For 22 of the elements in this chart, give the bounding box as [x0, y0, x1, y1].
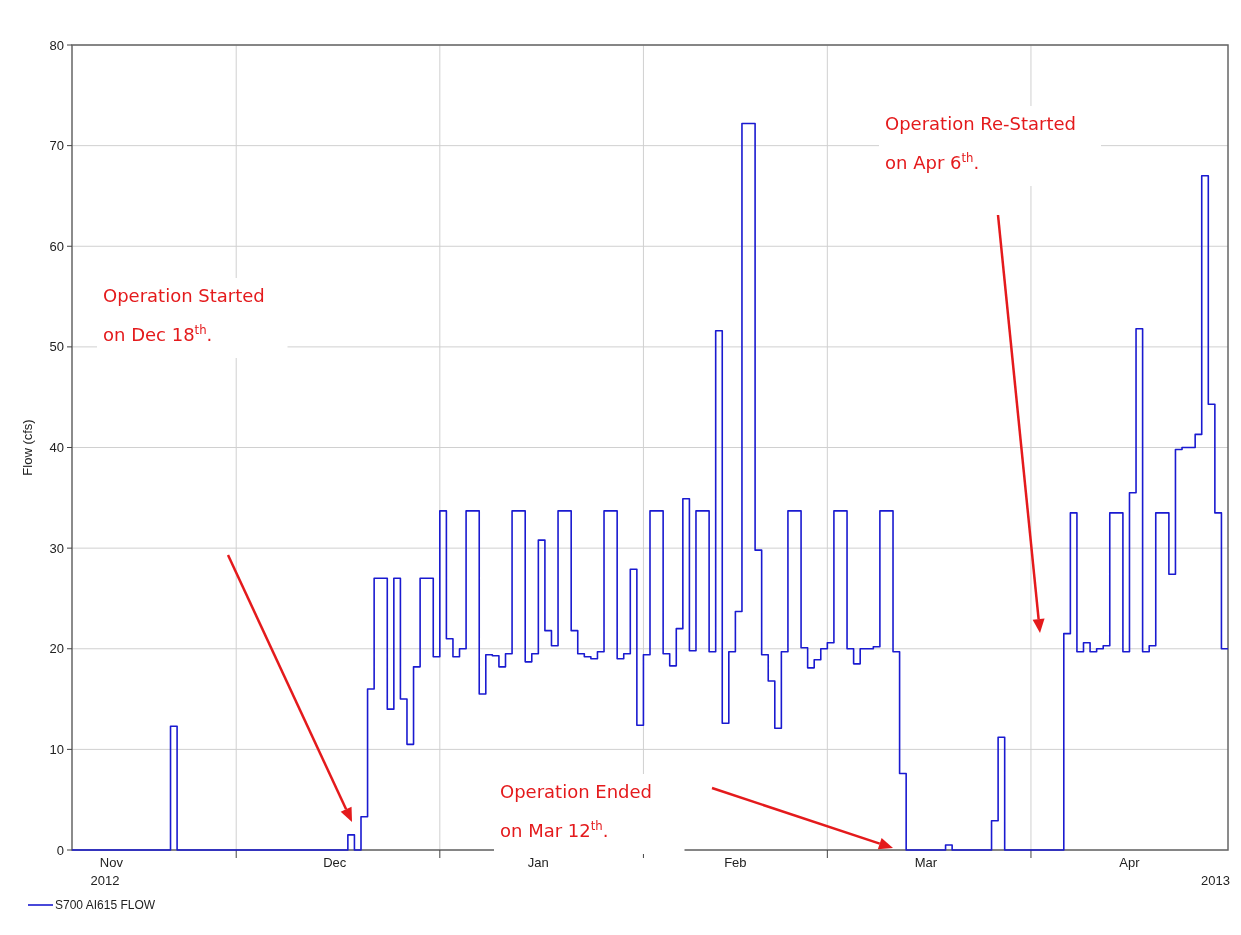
x-tick-label: Dec — [323, 855, 347, 870]
y-tick-label: 0 — [56, 842, 64, 858]
x-tick-label: Feb — [724, 855, 747, 870]
x-tick-label: Mar — [914, 855, 938, 870]
legend-label: S700 AI615 FLOW — [55, 898, 156, 913]
y-tick-label: 10 — [49, 741, 64, 757]
y-tick-label: 70 — [49, 138, 64, 154]
y-tick-label: 20 — [49, 641, 64, 657]
x-tick-label: Apr — [1119, 855, 1141, 870]
y-tick-label: 30 — [49, 540, 64, 556]
x-tick-label: Jan — [527, 855, 549, 870]
x-tick-label: Nov — [99, 855, 124, 870]
y-tick-label: 50 — [49, 339, 64, 355]
y-tick-label: 80 — [49, 37, 64, 53]
text: 2012 — [90, 873, 120, 888]
annotation: Operation Re-Started on Apr 6$^{th}$. — [885, 113, 1077, 173]
y-tick-label: 60 — [49, 238, 64, 254]
annotation: Operation Ended on Mar 12$^{th}$. — [500, 781, 653, 841]
y-axis-title: Flow (cfs) — [20, 419, 35, 476]
y-tick-label: 40 — [49, 440, 64, 456]
text: 2013 — [1201, 873, 1230, 888]
annotation: Operation Started on Dec 18$^{th}$. — [103, 285, 265, 345]
